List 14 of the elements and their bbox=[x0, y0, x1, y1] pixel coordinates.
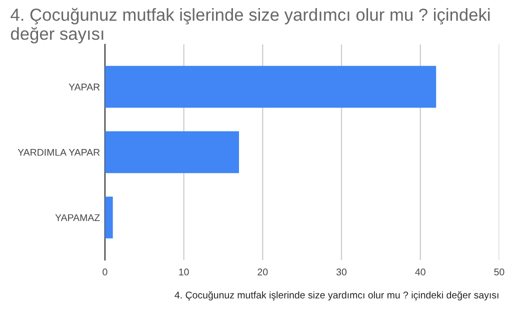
y-tick-label: YARDIMLA YAPAR bbox=[18, 148, 100, 156]
x-tick-label: 10 bbox=[179, 268, 189, 276]
y-tick-label: YAPAMAZ bbox=[55, 214, 100, 222]
x-tick-label: 30 bbox=[336, 268, 347, 276]
x-tick-label: 20 bbox=[258, 268, 268, 276]
x-tick-label: 50 bbox=[494, 268, 504, 276]
bar bbox=[104, 66, 436, 108]
y-tick-label: YAPAR bbox=[68, 84, 100, 90]
x-tick-label: 0 bbox=[102, 268, 108, 276]
x-axis-title: 4. Çocuğunuz mutfak işlerinde size yardımcı olur mu ? içindeki değer sayısı bbox=[174, 291, 498, 300]
bar bbox=[104, 131, 239, 174]
chart-title: 4. Çocuğunuz mutfak işlerinde size yardımcı olur mu ? içindeki değer sayısı bbox=[10, 8, 490, 44]
x-tick-label: 40 bbox=[415, 268, 426, 276]
bar bbox=[104, 196, 113, 238]
